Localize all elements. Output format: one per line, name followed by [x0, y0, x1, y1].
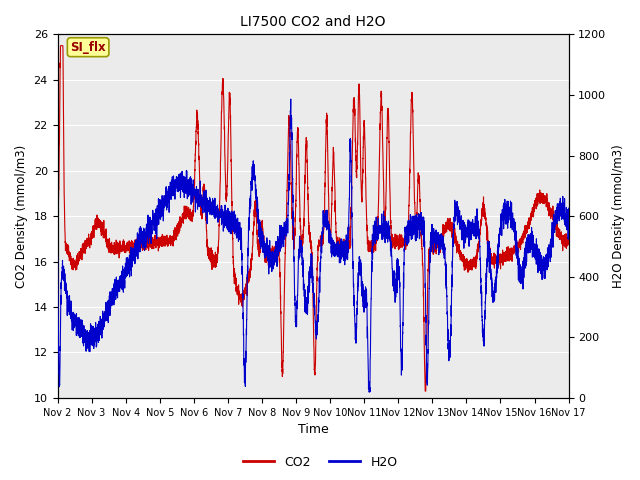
Text: SI_flx: SI_flx: [70, 41, 106, 54]
X-axis label: Time: Time: [298, 423, 328, 436]
Legend: CO2, H2O: CO2, H2O: [237, 451, 403, 474]
Y-axis label: H2O Density (mmol/m3): H2O Density (mmol/m3): [612, 144, 625, 288]
Y-axis label: CO2 Density (mmol/m3): CO2 Density (mmol/m3): [15, 144, 28, 288]
Title: LI7500 CO2 and H2O: LI7500 CO2 and H2O: [240, 15, 386, 29]
